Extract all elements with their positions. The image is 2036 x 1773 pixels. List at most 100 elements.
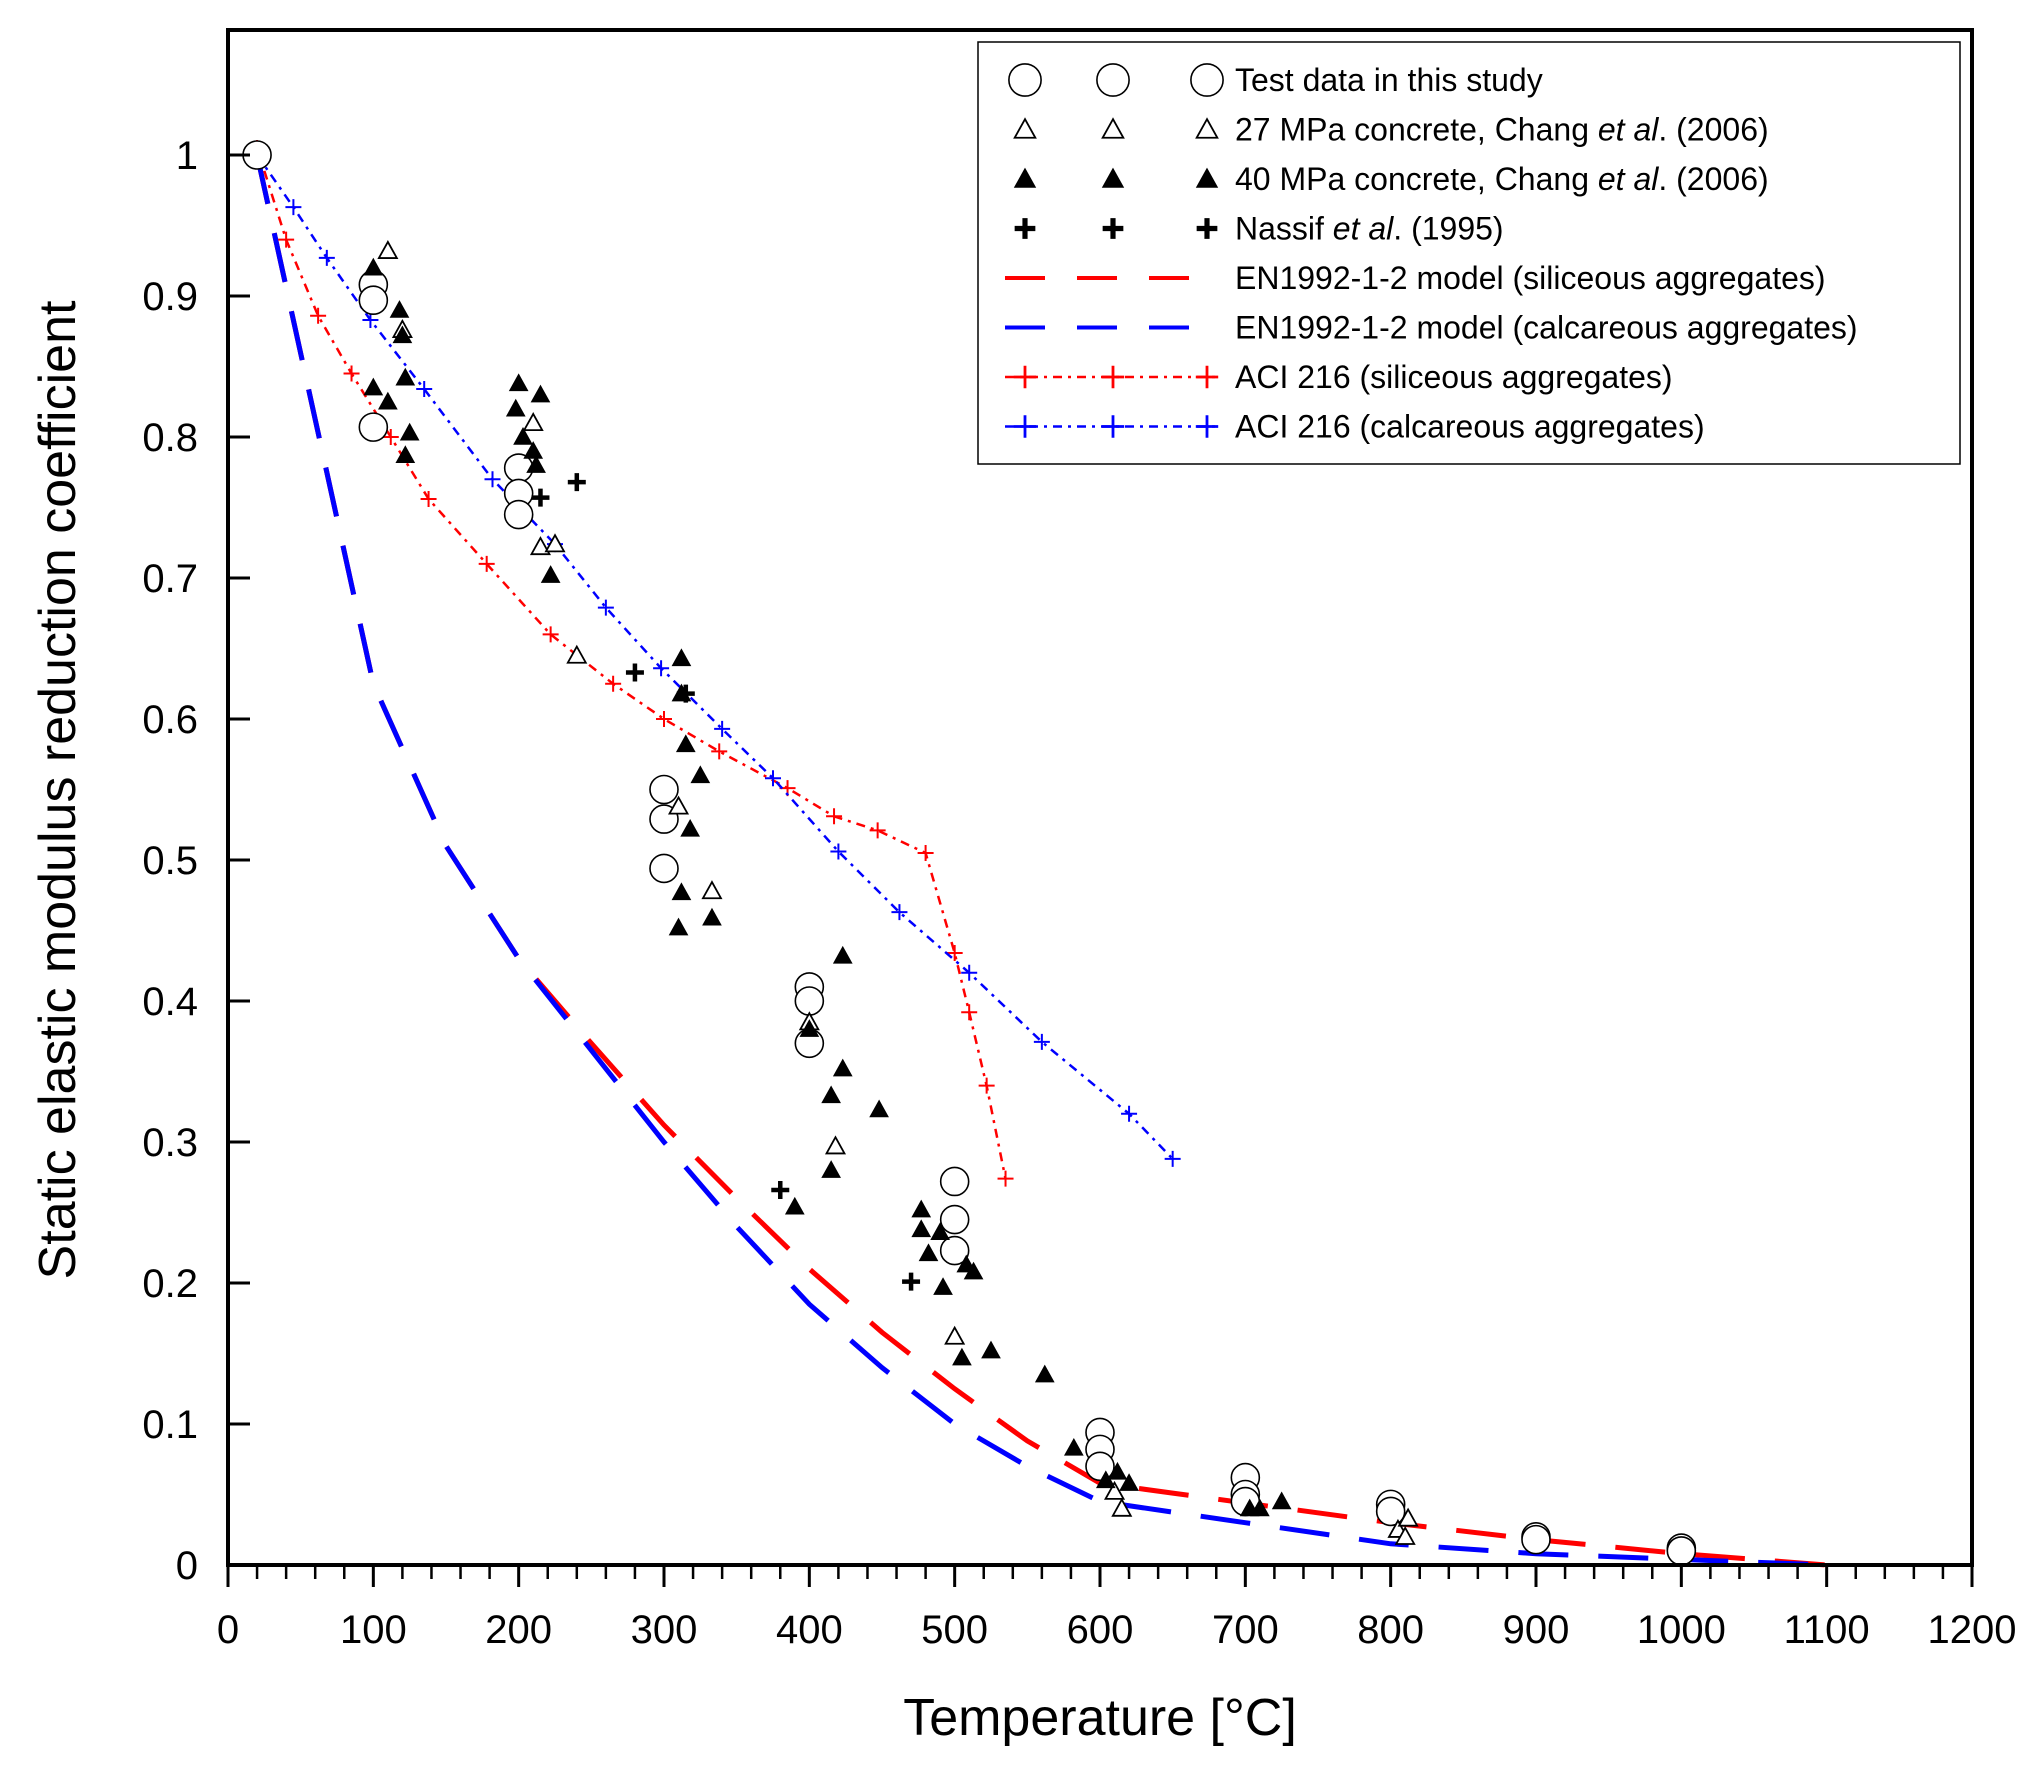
data-point: [358, 285, 389, 316]
data-point: [933, 1277, 953, 1295]
x-tick-label: 600: [1067, 1608, 1134, 1652]
data-point: [529, 536, 551, 556]
series-27-mpa-concrete-chang-et-al-2006: [377, 240, 1419, 1545]
data-point: [680, 818, 701, 837]
legend-entry: EN1992-1-2 model (siliceous aggregates): [1005, 260, 1826, 296]
data-point: [653, 660, 670, 677]
legend-marker: [1013, 415, 1037, 438]
data-point: [671, 882, 692, 901]
series-en1992-1-2-model-calcareous-aggregates: [254, 154, 1827, 1568]
data-point: [278, 231, 295, 248]
legend-entry: 40 MPa concrete, Chang et al. (2006): [1013, 161, 1769, 197]
data-point: [378, 391, 398, 410]
data-point: [416, 381, 433, 398]
data-point: [963, 1261, 984, 1280]
data-point: [540, 565, 561, 583]
y-tick-label: 1: [176, 134, 198, 178]
legend-entry: Test data in this study: [1008, 62, 1543, 98]
legend-label: EN1992-1-2 model (siliceous aggregates): [1235, 260, 1826, 296]
legend-marker: [1008, 63, 1042, 97]
data-point: [389, 300, 410, 318]
data-point: [605, 675, 622, 692]
data-point: [505, 398, 526, 417]
legend-marker: [1013, 365, 1037, 389]
data-point: [1666, 1536, 1697, 1566]
x-tick-label: 1000: [1637, 1608, 1726, 1652]
legend-marker: [1014, 218, 1036, 239]
legend-label-italic: et al: [1598, 112, 1659, 148]
y-tick-label: 0.6: [142, 698, 198, 742]
data-point: [523, 441, 544, 459]
data-point: [676, 684, 695, 703]
data-point: [711, 743, 728, 760]
y-tick-label: 0.1: [142, 1403, 198, 1447]
legend-label-text: . (2006): [1658, 112, 1768, 148]
data-point: [891, 904, 908, 921]
data-point: [961, 1004, 978, 1021]
legend-label: ACI 216 (calcareous aggregates): [1235, 409, 1705, 445]
data-point: [1104, 1480, 1126, 1500]
x-tick-label: 900: [1503, 1608, 1570, 1652]
x-tick-label: 1200: [1928, 1608, 2017, 1652]
data-point: [690, 765, 711, 784]
data-point: [799, 1019, 820, 1037]
x-tick-label: 1100: [1784, 1608, 1870, 1652]
data-point: [285, 199, 302, 216]
series-layer: [242, 139, 1827, 1568]
legend-label: Test data in this study: [1235, 62, 1543, 98]
data-point: [911, 1219, 932, 1238]
data-point: [826, 808, 843, 825]
data-point: [997, 1170, 1014, 1187]
data-point: [1521, 1524, 1551, 1555]
data-point: [1394, 1525, 1416, 1545]
legend-marker: [1195, 415, 1219, 438]
data-point: [649, 853, 679, 884]
data-point: [420, 491, 437, 508]
data-point: [1033, 1033, 1050, 1050]
data-point: [701, 880, 723, 900]
legend-label: ACI 216 (siliceous aggregates): [1235, 359, 1673, 395]
legend-label-text: . (2006): [1658, 161, 1768, 197]
data-point: [784, 1196, 805, 1215]
data-point: [513, 426, 533, 445]
data-point: [1111, 1497, 1133, 1517]
legend-label-italic: et al: [1333, 211, 1394, 247]
data-point: [656, 711, 672, 727]
axes-layer: 0 100 200 300 400 500 600 700 800 900 1000 1100 1200…: [142, 134, 2016, 1652]
data-point: [566, 644, 588, 664]
data-point: [930, 1222, 950, 1240]
legend-marker: [1013, 167, 1037, 188]
series-line: [254, 154, 1827, 1568]
legend-label: 27 MPa concrete, Chang et al. (2006): [1235, 112, 1769, 148]
data-point: [1164, 1150, 1181, 1167]
y-tick-label: 0.7: [142, 557, 198, 601]
data-point: [794, 986, 825, 1016]
data-point: [542, 626, 559, 643]
data-point: [821, 1085, 841, 1104]
legend-entry: ACI 216 (calcareous aggregates): [1005, 409, 1705, 445]
legend-marker: [1096, 63, 1130, 97]
data-point: [952, 1347, 972, 1366]
data-point: [358, 412, 389, 442]
data-point: [981, 1340, 1001, 1359]
legend-marker: [1101, 365, 1125, 389]
x-tick-label: 500: [921, 1608, 988, 1652]
data-point: [978, 1077, 995, 1094]
data-point: [392, 325, 413, 344]
legend-label: 40 MPa concrete, Chang et al. (2006): [1235, 161, 1769, 197]
data-point: [944, 1325, 966, 1345]
data-point: [377, 240, 399, 259]
data-point: [939, 1235, 970, 1266]
y-tick-label: 0.2: [142, 1262, 198, 1306]
data-point: [1397, 1507, 1419, 1527]
data-point: [1063, 1437, 1084, 1456]
y-tick-label: 0.8: [142, 416, 198, 460]
legend-marker: [1102, 218, 1124, 239]
data-point: [939, 1204, 970, 1235]
data-point: [832, 945, 853, 964]
legend-marker: [1101, 117, 1125, 139]
x-tick-label: 700: [1212, 1608, 1279, 1652]
data-point: [522, 412, 544, 432]
legend-box: [977, 41, 1961, 465]
